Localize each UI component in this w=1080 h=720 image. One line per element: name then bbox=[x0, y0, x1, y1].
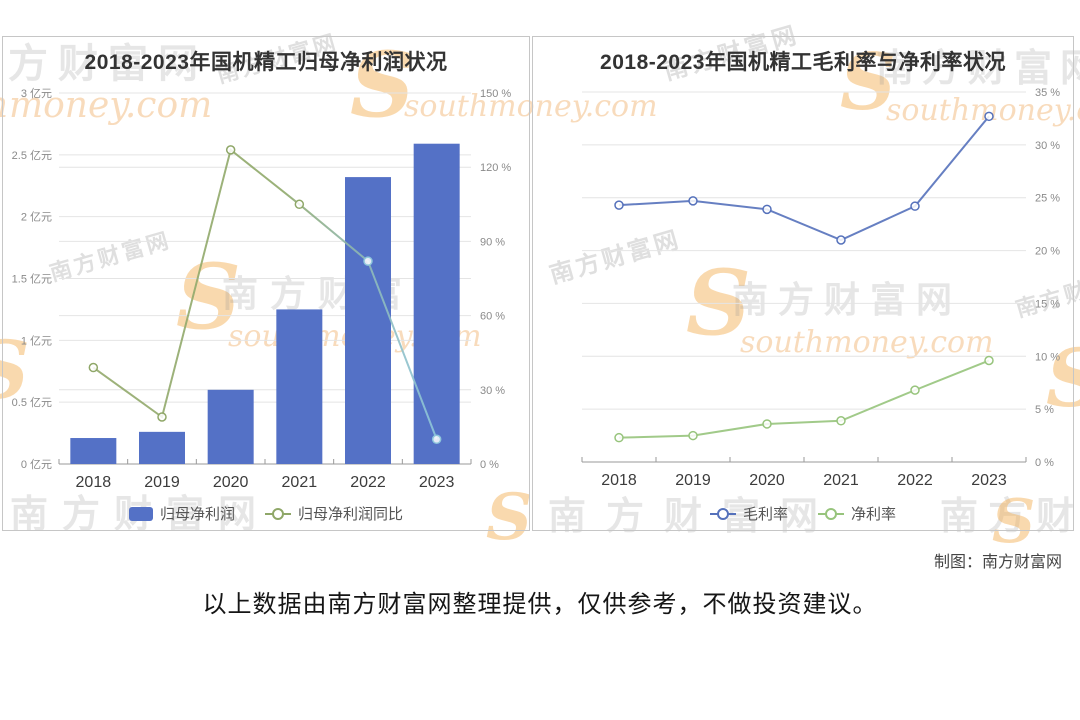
legend-line-swatch-icon bbox=[265, 507, 291, 520]
chart-credit: 制图：南方财富网 bbox=[933, 554, 1062, 571]
point-2023[interactable] bbox=[984, 355, 994, 366]
axis-tick-label: 30 % bbox=[480, 385, 505, 397]
axis-tick-label: 35 % bbox=[1035, 87, 1060, 99]
margin-chart-title: 2018-2023年国机精工毛利率与净利率状况 bbox=[600, 51, 1006, 74]
axis-tick-label: 10 % bbox=[1035, 351, 1060, 363]
axis-tick-label: 1.5 亿元 bbox=[12, 273, 52, 286]
legend-marker-icon bbox=[825, 507, 837, 520]
legend-marker-icon bbox=[716, 507, 729, 520]
axis-tick-label: 20 % bbox=[1035, 246, 1060, 258]
point-2019[interactable] bbox=[157, 412, 167, 422]
point-2020[interactable] bbox=[225, 145, 236, 155]
x-axis-category-label: 2018 bbox=[76, 474, 112, 491]
axis-tick-label: 60 % bbox=[480, 311, 505, 323]
point-2022[interactable] bbox=[363, 256, 373, 266]
bar-2020[interactable] bbox=[207, 389, 254, 464]
bar-2022[interactable] bbox=[345, 177, 391, 465]
axis-tick-label: 0 亿元 bbox=[21, 458, 52, 471]
bar-2019[interactable] bbox=[139, 431, 185, 464]
point-2023[interactable] bbox=[984, 111, 994, 122]
axis-tick-label: 2.5 亿元 bbox=[12, 149, 52, 162]
axis-tick-label: 1 亿元 bbox=[21, 334, 52, 347]
bar-2023[interactable] bbox=[413, 143, 460, 464]
bar-2021[interactable] bbox=[276, 309, 323, 464]
margin-chart-card: 2018-2023年国机精工毛利率与净利率状况 0 % 5 % 10 % 15 % 20… bbox=[532, 36, 1074, 531]
x-axis-category-label: 2021 bbox=[823, 472, 859, 489]
point-2020[interactable] bbox=[762, 419, 772, 429]
point-2018[interactable] bbox=[614, 200, 624, 210]
net-profit-chart-canvas: 0 亿元 0.5 亿元 1 亿元 1.5 亿元 2 亿元 2.5 亿元 3 亿元 0 % 30 … bbox=[12, 87, 512, 491]
axis-tick-label: 25 % bbox=[1035, 193, 1060, 205]
legend-bar-swatch-icon bbox=[128, 506, 153, 521]
x-axis-category-label: 2022 bbox=[350, 474, 386, 491]
x-axis-category-label: 2023 bbox=[419, 474, 455, 491]
axis-tick-label: 0 % bbox=[480, 459, 499, 471]
legend-label: 归母净利润 bbox=[159, 506, 235, 523]
line-归母净利润同比 bbox=[92, 148, 438, 440]
legend-item[interactable]: 归母净利润 bbox=[128, 503, 235, 524]
axis-tick-label: 0 % bbox=[1035, 457, 1054, 469]
axis-tick-label: 3 亿元 bbox=[21, 87, 52, 100]
axis-tick-label: 15 % bbox=[1035, 298, 1060, 310]
axis-tick-label: 90 % bbox=[480, 236, 505, 248]
disclaimer-text: 以上数据由南方财富网整理提供，仅供参考，不做投资建议。 bbox=[202, 591, 878, 618]
margin-chart-legend: 毛利率 净利率 bbox=[533, 503, 1073, 524]
point-2021[interactable] bbox=[836, 416, 846, 426]
axis-tick-label: 120 % bbox=[480, 162, 511, 174]
x-axis-category-label: 2019 bbox=[144, 474, 180, 491]
bar-2018[interactable] bbox=[70, 438, 117, 464]
line-毛利率 bbox=[618, 115, 990, 242]
point-2023[interactable] bbox=[431, 434, 442, 445]
axis-tick-label: 5 % bbox=[1035, 404, 1054, 416]
x-axis-category-label: 2021 bbox=[282, 474, 318, 491]
x-axis-category-label: 2019 bbox=[675, 472, 711, 489]
margin-chart-canvas: 0 % 5 % 10 % 15 % 20 % 25 % 30 % 35 % 2018 2019 20… bbox=[581, 87, 1060, 489]
point-2021[interactable] bbox=[294, 199, 305, 210]
point-2022[interactable] bbox=[910, 385, 920, 395]
net-profit-chart-title: 2018-2023年国机精工归母净利润状况 bbox=[84, 51, 448, 74]
point-2020[interactable] bbox=[762, 204, 772, 215]
x-axis-category-label: 2023 bbox=[971, 472, 1007, 489]
point-2018[interactable] bbox=[88, 362, 99, 373]
point-2019[interactable] bbox=[688, 196, 698, 206]
axis-tick-label: 150 % bbox=[480, 88, 511, 100]
point-2022[interactable] bbox=[910, 201, 920, 211]
legend-label: 毛利率 bbox=[742, 506, 788, 523]
legend-item[interactable]: 归母净利润同比 bbox=[265, 503, 403, 524]
axis-tick-label: 0.5 亿元 bbox=[12, 396, 52, 409]
point-2018[interactable] bbox=[614, 432, 624, 443]
x-axis-category-label: 2022 bbox=[897, 472, 933, 489]
point-2019[interactable] bbox=[688, 430, 698, 441]
legend-line-swatch-icon bbox=[709, 507, 736, 520]
axis-tick-label: 30 % bbox=[1035, 140, 1060, 152]
legend-marker-icon bbox=[272, 507, 284, 520]
legend-item[interactable]: 毛利率 bbox=[709, 503, 788, 524]
legend-line-swatch-icon bbox=[818, 507, 844, 520]
legend-label: 净利率 bbox=[851, 506, 897, 523]
net-profit-chart-legend: 归母净利润 归母净利润同比 bbox=[3, 503, 529, 524]
x-axis-category-label: 2020 bbox=[213, 474, 249, 491]
net-profit-chart-card: 2018-2023年国机精工归母净利润状况 0 亿元 0.5 亿元 1 亿元 1.5 … bbox=[2, 36, 530, 531]
x-axis-category-label: 2018 bbox=[601, 472, 637, 489]
line-净利率 bbox=[618, 359, 990, 439]
point-2021[interactable] bbox=[836, 235, 846, 245]
axis-tick-label: 2 亿元 bbox=[21, 211, 52, 224]
legend-label: 归母净利润同比 bbox=[298, 506, 404, 523]
legend-item[interactable]: 净利率 bbox=[818, 503, 896, 524]
x-axis-category-label: 2020 bbox=[749, 472, 785, 489]
